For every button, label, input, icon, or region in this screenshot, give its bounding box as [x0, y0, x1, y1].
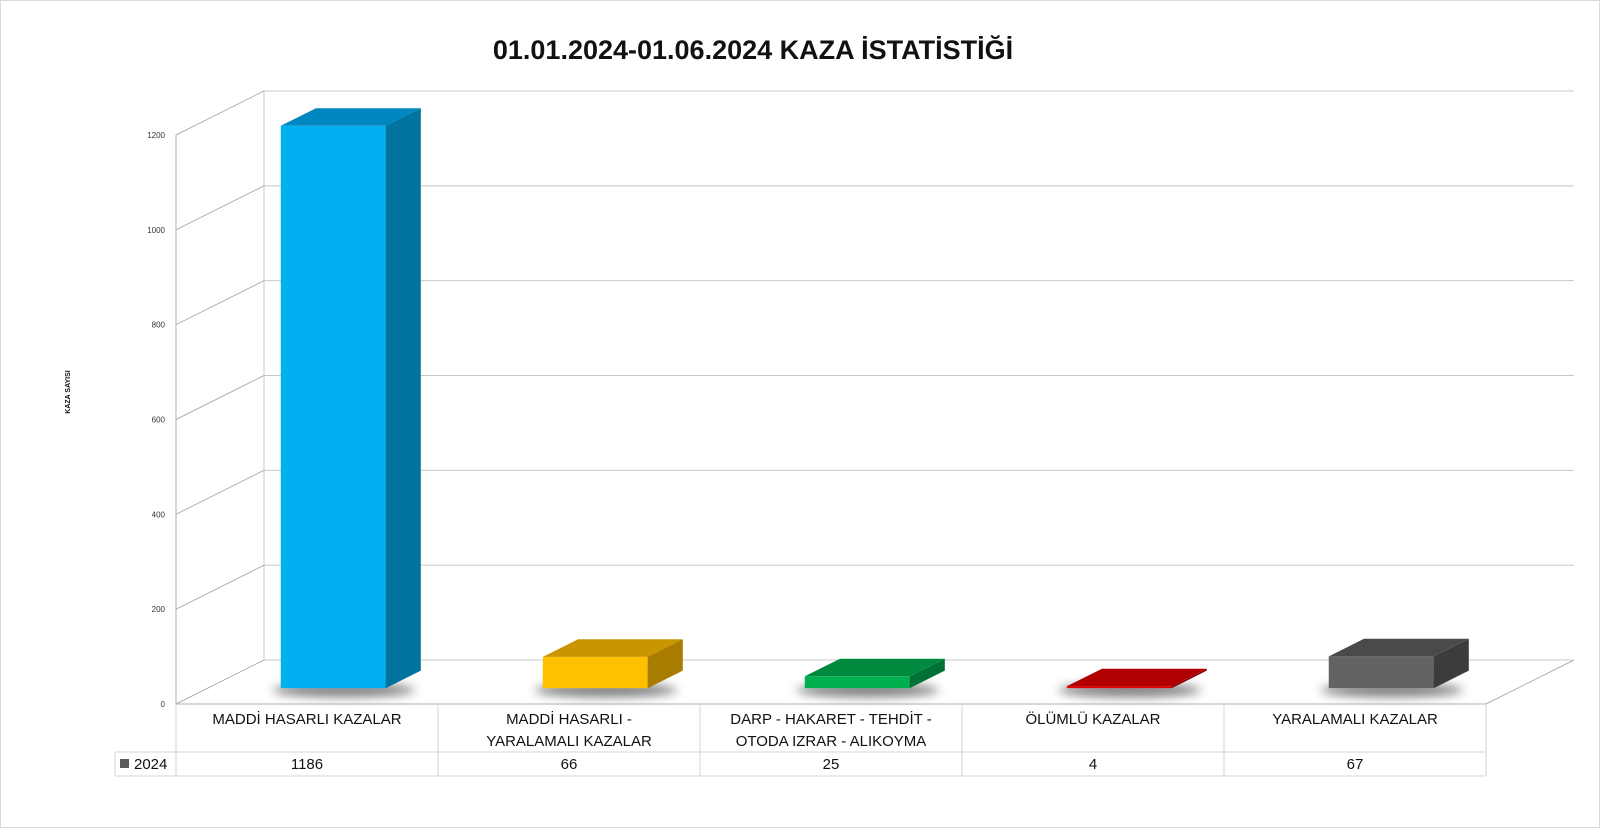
x-category-label: MADDİ HASARLI KAZALAR [212, 710, 401, 728]
data-label: 25 [823, 756, 840, 773]
gridline-side [175, 90, 265, 136]
data-label: 4 [1089, 756, 1097, 773]
bar-4 [1058, 668, 1207, 698]
y-tick-label: 1000 [147, 226, 165, 235]
y-tick-label: 200 [152, 605, 166, 614]
bar-front [1328, 656, 1434, 689]
bar-top [804, 658, 945, 677]
y-tick-label: 800 [152, 321, 166, 330]
bar-side [385, 108, 421, 689]
bar-top [542, 639, 683, 657]
gridline-side [175, 375, 265, 420]
data-label: 1186 [291, 756, 323, 773]
bar-side [1171, 668, 1207, 689]
gridline-side [175, 659, 265, 705]
y-tick-label: 0 [161, 700, 166, 709]
x-category-label: DARP - HAKARET - TEHDİT - [730, 710, 931, 728]
data-table [114, 704, 1487, 777]
x-category-label: ÖLÜMLÜ KAZALAR [1025, 710, 1160, 728]
bar-side [1433, 638, 1469, 689]
bar-front [280, 125, 386, 689]
legend-series-name: 2024 [134, 756, 167, 773]
y-tick-label: 1200 [147, 131, 165, 140]
bar-top [280, 108, 421, 126]
chart-title: 01.01.2024-01.06.2024 KAZA İSTATİSTİĞİ [493, 34, 1013, 65]
bar-front [804, 676, 910, 689]
x-category-label: YARALAMALI KAZALAR [1272, 711, 1438, 728]
bar-3 [796, 658, 945, 698]
floor-right-edge [1485, 659, 1575, 705]
x-category-label: OTODA IZRAR - ALIKOYMA [736, 733, 927, 750]
y-axis-label: KAZA SAYISI [65, 370, 72, 413]
data-label: 66 [561, 756, 578, 773]
y-tick-label: 400 [152, 510, 166, 519]
bar-2 [534, 639, 683, 698]
x-category-label: YARALAMALI KAZALAR [486, 733, 652, 750]
bar-1 [272, 108, 421, 698]
gridline-side [175, 280, 265, 326]
gridline-side [175, 564, 265, 610]
gridline-side [175, 185, 265, 231]
y-tick-label: 600 [152, 416, 166, 425]
bar-front [1066, 686, 1172, 689]
x-category-label: MADDİ HASARLI - [506, 710, 632, 728]
bar-5 [1320, 638, 1469, 698]
legend-marker [120, 759, 129, 768]
bar-side [647, 639, 683, 689]
bar-side [909, 658, 945, 689]
bar-front [542, 656, 648, 689]
bar-top [1328, 638, 1469, 657]
gridline-side [175, 469, 265, 515]
bar-top [1066, 668, 1207, 687]
data-label: 67 [1347, 756, 1364, 773]
